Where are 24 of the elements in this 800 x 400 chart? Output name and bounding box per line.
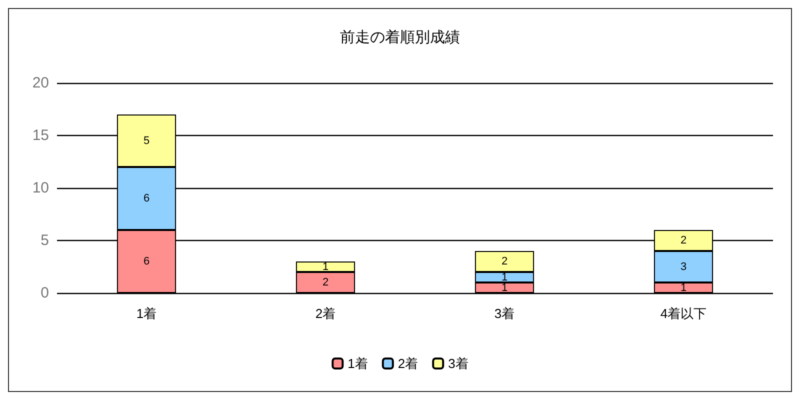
data-label: 1 bbox=[501, 282, 508, 294]
data-label: 2 bbox=[680, 234, 687, 246]
data-label: 1 bbox=[501, 271, 508, 284]
legend-label: 2着 bbox=[398, 356, 418, 371]
x-tick-label: 1着 bbox=[136, 306, 157, 321]
data-label: 5 bbox=[143, 134, 150, 147]
x-tick-label: 3着 bbox=[494, 306, 515, 321]
data-label: 1 bbox=[322, 260, 329, 273]
y-tick-label: 10 bbox=[32, 180, 49, 196]
data-label: 2 bbox=[322, 276, 329, 288]
x-tick-label: 2着 bbox=[315, 306, 336, 321]
chart-title: 前走の着順別成績 bbox=[340, 29, 460, 46]
x-tick-label: 4着以下 bbox=[660, 306, 707, 321]
y-tick-label: 5 bbox=[40, 232, 49, 249]
y-tick-label: 20 bbox=[32, 74, 49, 92]
data-label: 3 bbox=[680, 260, 687, 273]
data-label: 1 bbox=[680, 282, 687, 294]
data-label: 2 bbox=[501, 256, 508, 268]
data-label: 6 bbox=[143, 192, 150, 204]
y-tick-label: 0 bbox=[40, 284, 49, 302]
data-label: 6 bbox=[143, 256, 150, 268]
y-tick-label: 15 bbox=[32, 127, 49, 144]
legend-label: 1着 bbox=[348, 356, 368, 371]
legend-label: 3着 bbox=[448, 356, 468, 371]
